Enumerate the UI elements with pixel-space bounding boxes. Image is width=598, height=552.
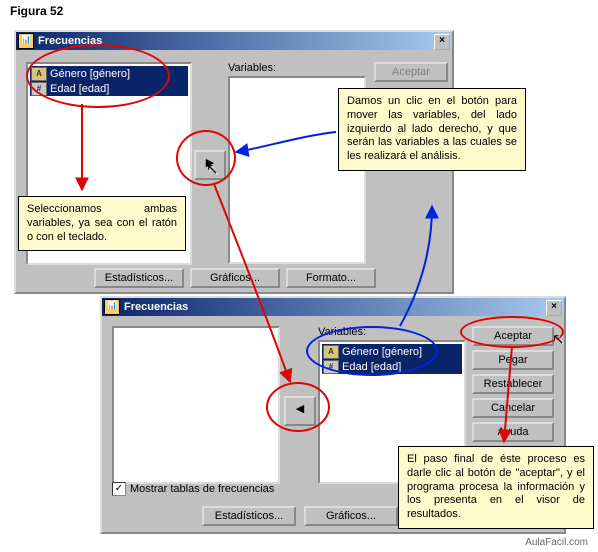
variables-label: Variables: — [228, 62, 276, 74]
titlebar: 📊 Frecuencias × — [102, 298, 564, 316]
charts-button[interactable]: Gráficos... — [304, 506, 398, 526]
numeric-var-icon: # — [323, 360, 339, 374]
list-item-label: Edad [edad] — [50, 83, 109, 95]
charts-button[interactable]: Gráficos... — [190, 268, 280, 288]
list-item-label: Edad [edad] — [342, 361, 401, 373]
callout-accept: El paso final de éste proceso es darle c… — [398, 446, 594, 529]
show-tables-checkbox[interactable]: ✓ Mostrar tablas de frecuencias — [112, 482, 274, 496]
help-button[interactable]: Ayuda — [472, 422, 554, 442]
figure-label: Figura 52 — [10, 4, 63, 18]
move-left-button[interactable]: ◀ — [284, 396, 316, 426]
reset-button[interactable]: Restablecer — [472, 374, 554, 394]
variables-label: Variables: — [318, 326, 366, 338]
watermark: AulaFacil.com — [525, 537, 588, 548]
statistics-button[interactable]: Estadísticos... — [94, 268, 184, 288]
string-var-icon: A — [323, 345, 339, 359]
paste-button[interactable]: Pegar — [472, 350, 554, 370]
callout-move-vars: Damos un clic en el botón para mover las… — [338, 88, 526, 171]
statistics-button[interactable]: Estadísticos... — [202, 506, 296, 526]
move-right-button[interactable]: ▶ — [194, 150, 226, 180]
callout-select-vars: Seleccionamos ambas variables, ya sea co… — [18, 196, 186, 251]
format-button[interactable]: Formato... — [286, 268, 376, 288]
string-var-icon: A — [31, 67, 47, 81]
list-item-label: Género [género] — [50, 68, 130, 80]
checkbox-label: Mostrar tablas de frecuencias — [130, 483, 274, 495]
checkbox-box[interactable]: ✓ — [112, 482, 126, 496]
accept-button[interactable]: Aceptar — [374, 62, 448, 82]
titlebar: 📊 Frecuencias × — [16, 32, 452, 50]
accept-button[interactable]: Aceptar — [472, 326, 554, 346]
close-icon[interactable]: × — [434, 34, 450, 50]
list-item[interactable]: # Edad [edad] — [30, 81, 188, 96]
list-item-label: Género [género] — [342, 346, 422, 358]
app-icon: 📊 — [18, 33, 34, 49]
source-variables-list[interactable] — [112, 326, 280, 484]
list-item[interactable]: # Edad [edad] — [322, 359, 462, 374]
app-icon: 📊 — [104, 299, 120, 315]
window-title: Frecuencias — [38, 35, 102, 47]
cancel-button[interactable]: Cancelar — [472, 398, 554, 418]
list-item[interactable]: A Género [género] — [30, 66, 188, 81]
numeric-var-icon: # — [31, 82, 47, 96]
window-title: Frecuencias — [124, 301, 188, 313]
close-icon[interactable]: × — [546, 300, 562, 316]
list-item[interactable]: A Género [género] — [322, 344, 462, 359]
